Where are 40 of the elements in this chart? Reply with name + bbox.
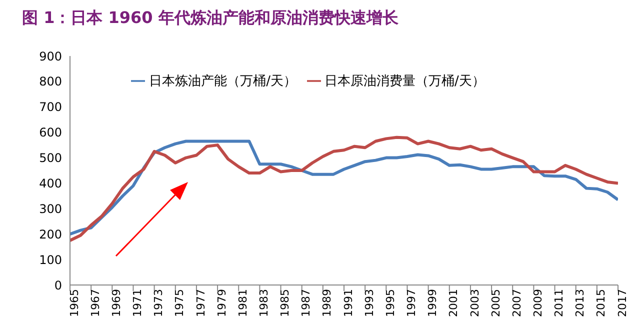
x-tick-label: 1979 — [215, 289, 228, 317]
y-tick-label: 600 — [39, 126, 62, 140]
x-tick-label: 1969 — [110, 289, 123, 317]
x-tick-label: 2015 — [594, 289, 608, 317]
x-tick-label: 1975 — [173, 289, 186, 317]
x-tick-label: 1995 — [384, 289, 397, 317]
x-tick-label: 2009 — [532, 289, 544, 317]
y-tick-label: 500 — [39, 151, 62, 166]
legend-label: 日本炼油产能（万桶/天） — [149, 74, 296, 89]
x-tick-label: 1977 — [194, 289, 208, 317]
x-tick-label: 2017 — [616, 289, 629, 317]
y-tick-label: 200 — [39, 227, 62, 242]
y-tick-label: 300 — [39, 202, 62, 216]
x-tick-label: 1989 — [320, 289, 334, 317]
x-tick-label: 1999 — [426, 289, 440, 317]
y-tick-label: 700 — [39, 100, 62, 114]
x-tick-label: 1997 — [405, 289, 418, 317]
y-tick-label: 0 — [54, 278, 62, 292]
x-tick-label: 1993 — [362, 289, 376, 317]
x-tick-label: 2005 — [489, 289, 502, 317]
x-tick-label: 2001 — [447, 289, 460, 317]
legend-label: 日本原油消费量（万桶/天） — [324, 74, 485, 89]
x-tick-label: 1987 — [300, 289, 313, 317]
x-tick-label: 1981 — [236, 289, 250, 317]
x-tick-label: 1965 — [68, 289, 81, 317]
chart-title: 图 1：日本 1960 年代炼油产能和原油消费快速增长 — [21, 8, 400, 29]
y-tick-label: 900 — [39, 49, 62, 64]
x-tick-label: 1973 — [152, 289, 166, 317]
y-tick-label: 800 — [39, 74, 62, 89]
x-tick-label: 1971 — [131, 289, 144, 317]
x-tick-label: 1983 — [258, 289, 270, 317]
y-tick-label: 400 — [39, 176, 62, 190]
x-tick-label: 2003 — [468, 289, 482, 317]
x-tick-label: 1991 — [342, 289, 355, 317]
x-tick-label: 1985 — [278, 289, 292, 317]
y-tick-label: 100 — [39, 252, 62, 267]
x-tick-label: 2011 — [552, 289, 566, 317]
x-tick-label: 1967 — [88, 289, 102, 317]
x-tick-label: 2007 — [510, 289, 524, 317]
x-tick-label: 2013 — [574, 289, 587, 317]
